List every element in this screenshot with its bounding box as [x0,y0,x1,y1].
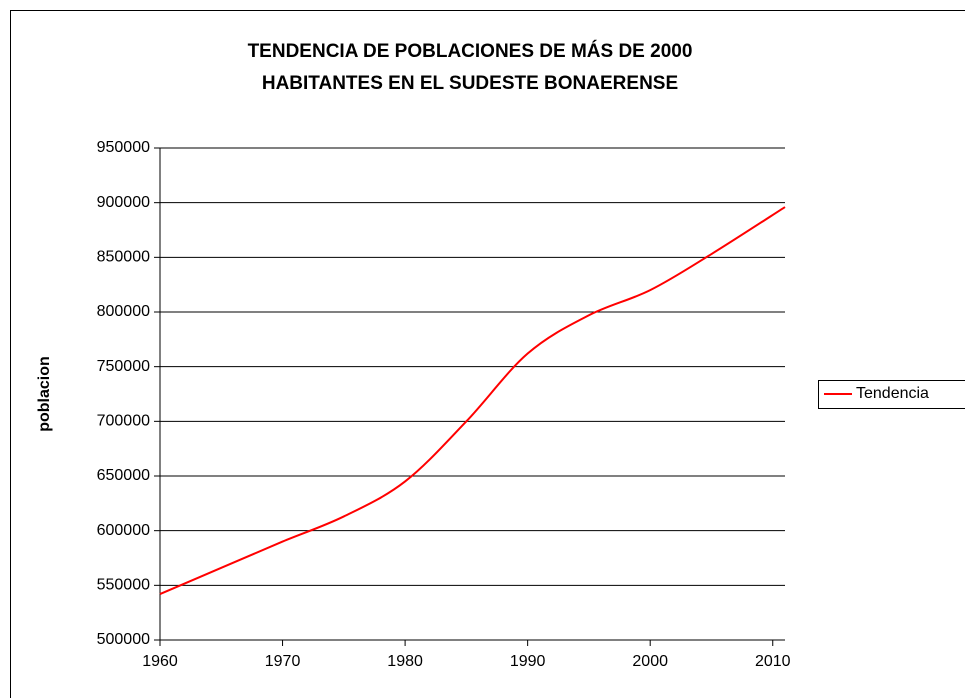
y-tick-label: 700000 [97,413,150,430]
y-tick-label: 750000 [97,358,150,375]
chart-frame [10,10,965,698]
chart-title: TENDENCIA DE POBLACIONES DE MÁS DE 2000 [248,40,693,62]
x-tick-label: 1980 [387,653,423,670]
y-tick-label: 650000 [97,467,150,484]
y-tick-label: 500000 [97,631,150,648]
legend-label: Tendencia [856,385,929,402]
y-tick-label: 900000 [97,194,150,211]
y-tick-label: 850000 [97,249,150,266]
y-tick-label: 600000 [97,522,150,539]
y-tick-label: 950000 [97,139,150,156]
x-tick-label: 2000 [632,653,668,670]
x-tick-label: 2010 [755,653,791,670]
x-tick-label: 1960 [142,653,178,670]
x-tick-label: 1970 [265,653,301,670]
chart-title: HABITANTES EN EL SUDESTE BONAERENSE [262,73,678,94]
x-tick-label: 1990 [510,653,546,670]
series-line [159,206,786,595]
y-axis-label: poblacion [36,356,53,432]
y-tick-label: 800000 [97,303,150,320]
y-tick-label: 550000 [97,577,150,594]
